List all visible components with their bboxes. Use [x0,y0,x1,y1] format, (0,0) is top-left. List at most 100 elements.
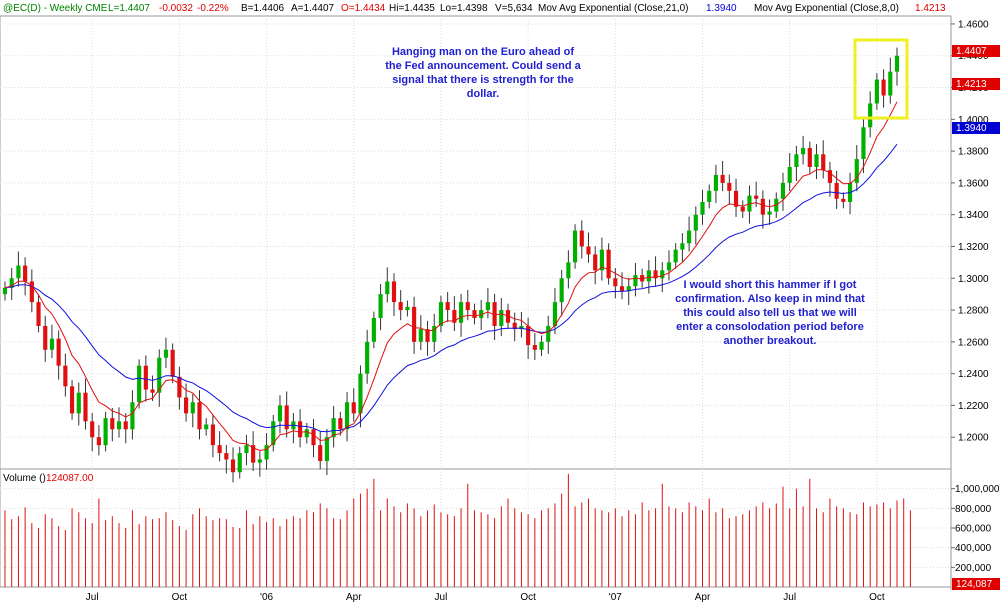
candle [660,262,665,293]
candle [680,233,685,262]
time-tick-label: Oct [869,592,885,602]
candle-body [371,318,376,342]
candle-body [130,402,135,430]
candle-body [546,325,551,342]
candle [687,216,692,252]
time-tick-label: Apr [695,592,711,602]
candle-body [244,445,249,454]
candle-body [841,198,846,202]
candle [90,413,95,452]
volume-panel [0,468,952,588]
ema21-tag-bg [952,122,1000,134]
candle [210,414,215,458]
candle-body [666,262,672,271]
candle-body [479,310,484,318]
candle [163,337,169,368]
candle [733,178,739,217]
candle [237,446,242,479]
candle [190,393,195,428]
candle-body [398,302,403,311]
candle-body [700,201,705,215]
candle [619,272,625,300]
candle-body [445,302,450,311]
candle-body [56,338,61,366]
candle-body [640,275,645,282]
candle-body [606,249,611,279]
candle-body [834,182,839,199]
candle-body [827,170,833,183]
candle-body [9,278,14,288]
candle-body [633,275,638,287]
candle [391,273,397,317]
note2-line-2: confirmation. Also keep in mind that [675,293,865,305]
price-tick-label: 1.2200 [958,401,989,412]
price-tick-label: 1.3000 [958,274,989,285]
candle-body [532,345,537,350]
candle [130,390,135,440]
candle [9,268,14,300]
price-tick-label: 1.3800 [958,147,989,158]
note1-line-3: signal that there is strength for the [392,74,574,86]
candle-body [143,365,148,390]
volume-panel-label: Volume () 124087.00 [3,473,94,484]
candle-body [499,310,504,326]
candle [532,332,537,360]
candle-body [626,286,631,291]
candle [827,161,833,197]
candle-body [512,322,517,330]
candle [49,324,55,359]
candle [277,395,283,434]
candle [412,296,417,354]
candle [257,451,262,477]
ema8-tag-bg [952,78,1000,90]
candle [874,73,879,110]
volume-tag-bg [952,578,1000,590]
candle [546,315,551,354]
price-tick-label: 1.2000 [958,433,989,444]
candle [29,269,34,313]
note2-line-5: another breakout. [724,335,817,347]
high-label: Hi=1.4435 [389,3,435,14]
candle-body [16,265,21,279]
candle-body [438,302,444,326]
candle-body [673,249,678,263]
candle-body [472,310,477,318]
candle [559,269,564,317]
candle-body [492,302,497,326]
candle [834,170,839,209]
candle-body [311,429,316,446]
candle-body [391,281,397,303]
candle [271,414,276,452]
volume-tick-label: 600,000 [955,524,992,535]
candle-body [807,147,812,167]
candle-body [787,167,792,183]
last-price-label: L=1.4407 [108,3,150,14]
note1-line-2: the Fed announcement. Could send a [385,60,581,72]
candle [311,419,316,458]
change-label: -0.0032 [159,3,193,14]
annotation-short-hammer: I would short this hammer if I got confi… [675,279,865,347]
candle [284,391,289,438]
candle-body [170,349,175,377]
candle [499,297,504,337]
candle [96,425,101,456]
price-tags: 1.4407 1.4213 1.3940 124,087 [952,45,1000,590]
candle-body [733,190,739,207]
candle [385,267,390,303]
note1-line-4: dollar. [467,88,499,100]
ema21-tag: 1.3940 [956,123,987,134]
candle-body [552,302,558,326]
volume-tick-label: 200,000 [955,563,992,574]
candle-body [123,421,128,430]
note2-line-3: this could also tell us that we will [683,307,857,319]
candle [418,315,423,351]
candle-body [358,373,363,414]
candle-body [579,230,584,247]
candle-body [43,325,48,350]
candle [626,277,631,305]
volume-header-label: V=5,634 [495,3,533,14]
candle-body [324,437,330,462]
candle-body [76,392,81,414]
candle [579,220,584,259]
